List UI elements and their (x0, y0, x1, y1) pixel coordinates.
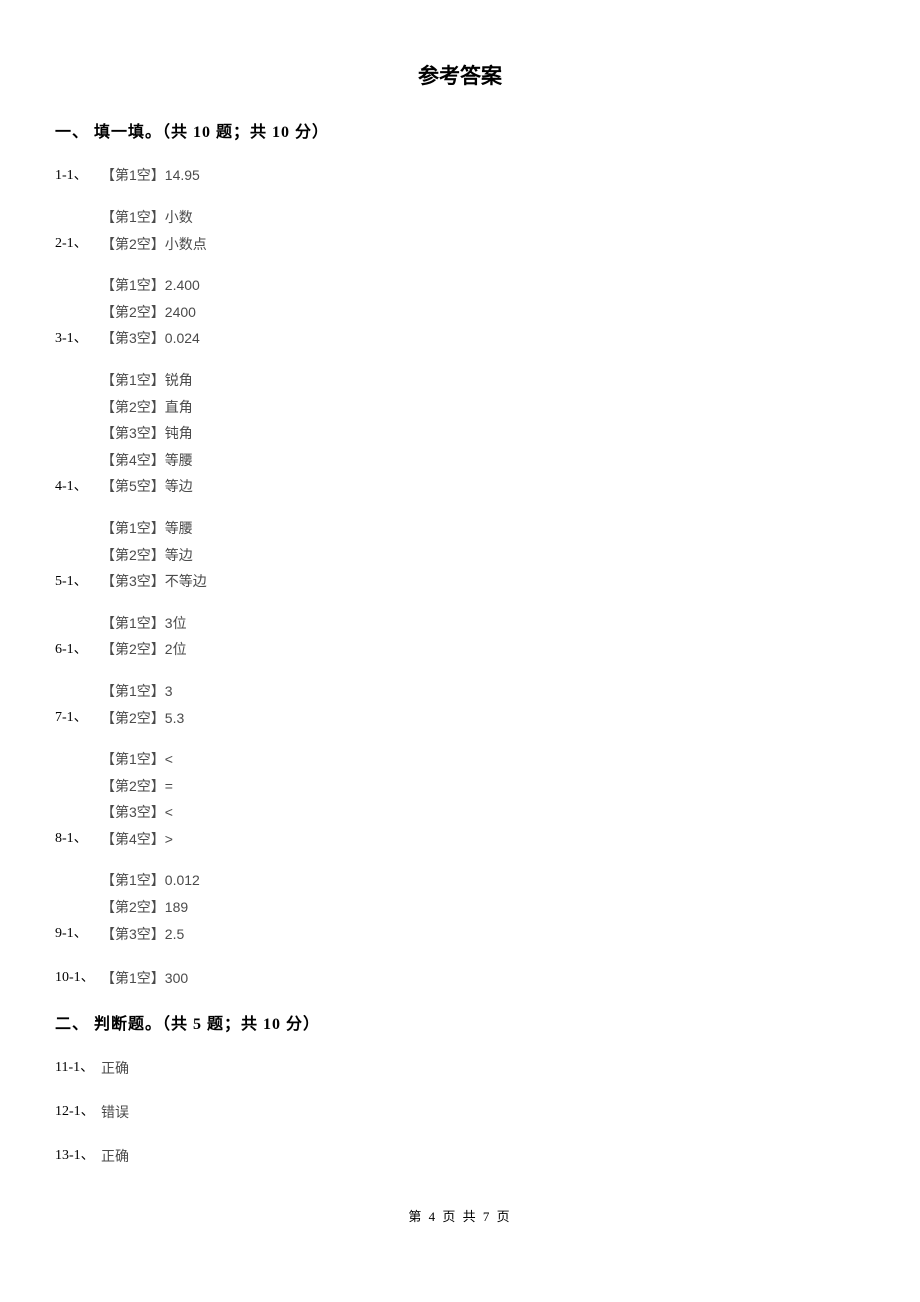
answer-line: 【第2空】2400 (101, 303, 200, 323)
answer-line: 【第1空】< (101, 750, 173, 770)
question-number: 4-1、 (55, 475, 101, 497)
answer-group: 【第1空】锐角【第2空】直角【第3空】钝角【第4空】等腰【第5空】等边 (101, 371, 193, 497)
question-row: 12-1、错误 (55, 1100, 865, 1122)
answer-line: 【第1空】3位 (101, 614, 187, 634)
question-number: 12-1、 (55, 1100, 101, 1122)
question-number: 10-1、 (55, 966, 101, 988)
sections-container: 一、 填一填。（共 10 题；共 10 分） 1-1、【第1空】14.95 2-1、… (55, 118, 865, 1166)
question-number: 1-1、 (55, 164, 101, 186)
answer-line: 正确 (101, 1147, 129, 1167)
question-number: 9-1、 (55, 922, 101, 944)
question-number: 6-1、 (55, 638, 101, 660)
section-header: 二、 判断题。（共 5 题；共 10 分） (55, 1010, 865, 1034)
question-row: 1-1、【第1空】14.95 (55, 164, 865, 186)
question-row: 10-1、【第1空】300 (55, 966, 865, 988)
page-footer: 第 4 页 共 7 页 (55, 1206, 865, 1225)
answer-line: 【第1空】0.012 (101, 871, 200, 891)
answer-line: 【第3空】不等边 (101, 572, 207, 592)
answer-line: 【第2空】189 (101, 898, 200, 918)
question-number: 11-1、 (55, 1056, 101, 1078)
question-row: 4-1、【第1空】锐角【第2空】直角【第3空】钝角【第4空】等腰【第5空】等边 (55, 371, 865, 497)
answer-line: 【第4空】> (101, 830, 173, 850)
question-number: 13-1、 (55, 1144, 101, 1166)
answer-line: 【第1空】2.400 (101, 276, 200, 296)
answer-line: 【第2空】2位 (101, 640, 187, 660)
answer-line: 【第1空】锐角 (101, 371, 193, 391)
answer-line: 【第1空】等腰 (101, 519, 207, 539)
question-number: 8-1、 (55, 827, 101, 849)
question-row: 8-1、 【第1空】< 【第2空】= 【第3空】< 【第4空】> (55, 750, 865, 849)
question-row: 11-1、正确 (55, 1056, 865, 1078)
answer-line: 【第3空】0.024 (101, 329, 200, 349)
answer-line: 【第1空】300 (101, 969, 188, 989)
answer-group: 【第1空】300 (101, 969, 188, 989)
answer-group: 【第1空】< 【第2空】= 【第3空】< 【第4空】> (101, 750, 173, 849)
answer-line: 【第3空】2.5 (101, 925, 200, 945)
answer-line: 【第4空】等腰 (101, 451, 193, 471)
question-number: 3-1、 (55, 327, 101, 349)
answer-group: 【第1空】等腰【第2空】等边【第3空】不等边 (101, 519, 207, 592)
answer-group: 错误 (101, 1103, 129, 1123)
question-row: 7-1、【第1空】3 【第2空】5.3 (55, 682, 865, 728)
answer-line: 【第3空】钝角 (101, 424, 193, 444)
answer-group: 【第1空】0.012 【第2空】189 【第3空】2.5 (101, 871, 200, 944)
answer-line: 错误 (101, 1103, 129, 1123)
answer-line: 【第5空】等边 (101, 477, 193, 497)
question-row: 2-1、【第1空】小数【第2空】小数点 (55, 208, 865, 254)
answer-line: 【第3空】< (101, 803, 173, 823)
question-row: 5-1、【第1空】等腰【第2空】等边【第3空】不等边 (55, 519, 865, 592)
section-header: 一、 填一填。（共 10 题；共 10 分） (55, 118, 865, 142)
answer-line: 【第2空】5.3 (101, 709, 184, 729)
question-row: 9-1、 【第1空】0.012 【第2空】189 【第3空】2.5 (55, 871, 865, 944)
answer-line: 【第2空】直角 (101, 398, 193, 418)
answer-line: 【第1空】14.95 (101, 166, 200, 186)
question-row: 3-1、 【第1空】2.400 【第2空】2400 【第3空】0.024 (55, 276, 865, 349)
answer-group: 【第1空】2.400 【第2空】2400 【第3空】0.024 (101, 276, 200, 349)
answer-group: 正确 (101, 1059, 129, 1079)
answer-line: 【第1空】3 (101, 682, 184, 702)
answer-group: 【第1空】小数【第2空】小数点 (101, 208, 207, 254)
question-row: 13-1、正确 (55, 1144, 865, 1166)
answer-group: 【第1空】3 【第2空】5.3 (101, 682, 184, 728)
question-row: 6-1、【第1空】3位【第2空】2位 (55, 614, 865, 660)
answer-line: 正确 (101, 1059, 129, 1079)
answer-group: 【第1空】14.95 (101, 166, 200, 186)
question-number: 5-1、 (55, 570, 101, 592)
answer-line: 【第2空】等边 (101, 546, 207, 566)
page-title: 参考答案 (55, 60, 865, 90)
question-number: 2-1、 (55, 232, 101, 254)
answer-group: 【第1空】3位【第2空】2位 (101, 614, 187, 660)
answer-line: 【第1空】小数 (101, 208, 207, 228)
answer-line: 【第2空】= (101, 777, 173, 797)
question-number: 7-1、 (55, 706, 101, 728)
answer-group: 正确 (101, 1147, 129, 1167)
answer-line: 【第2空】小数点 (101, 235, 207, 255)
